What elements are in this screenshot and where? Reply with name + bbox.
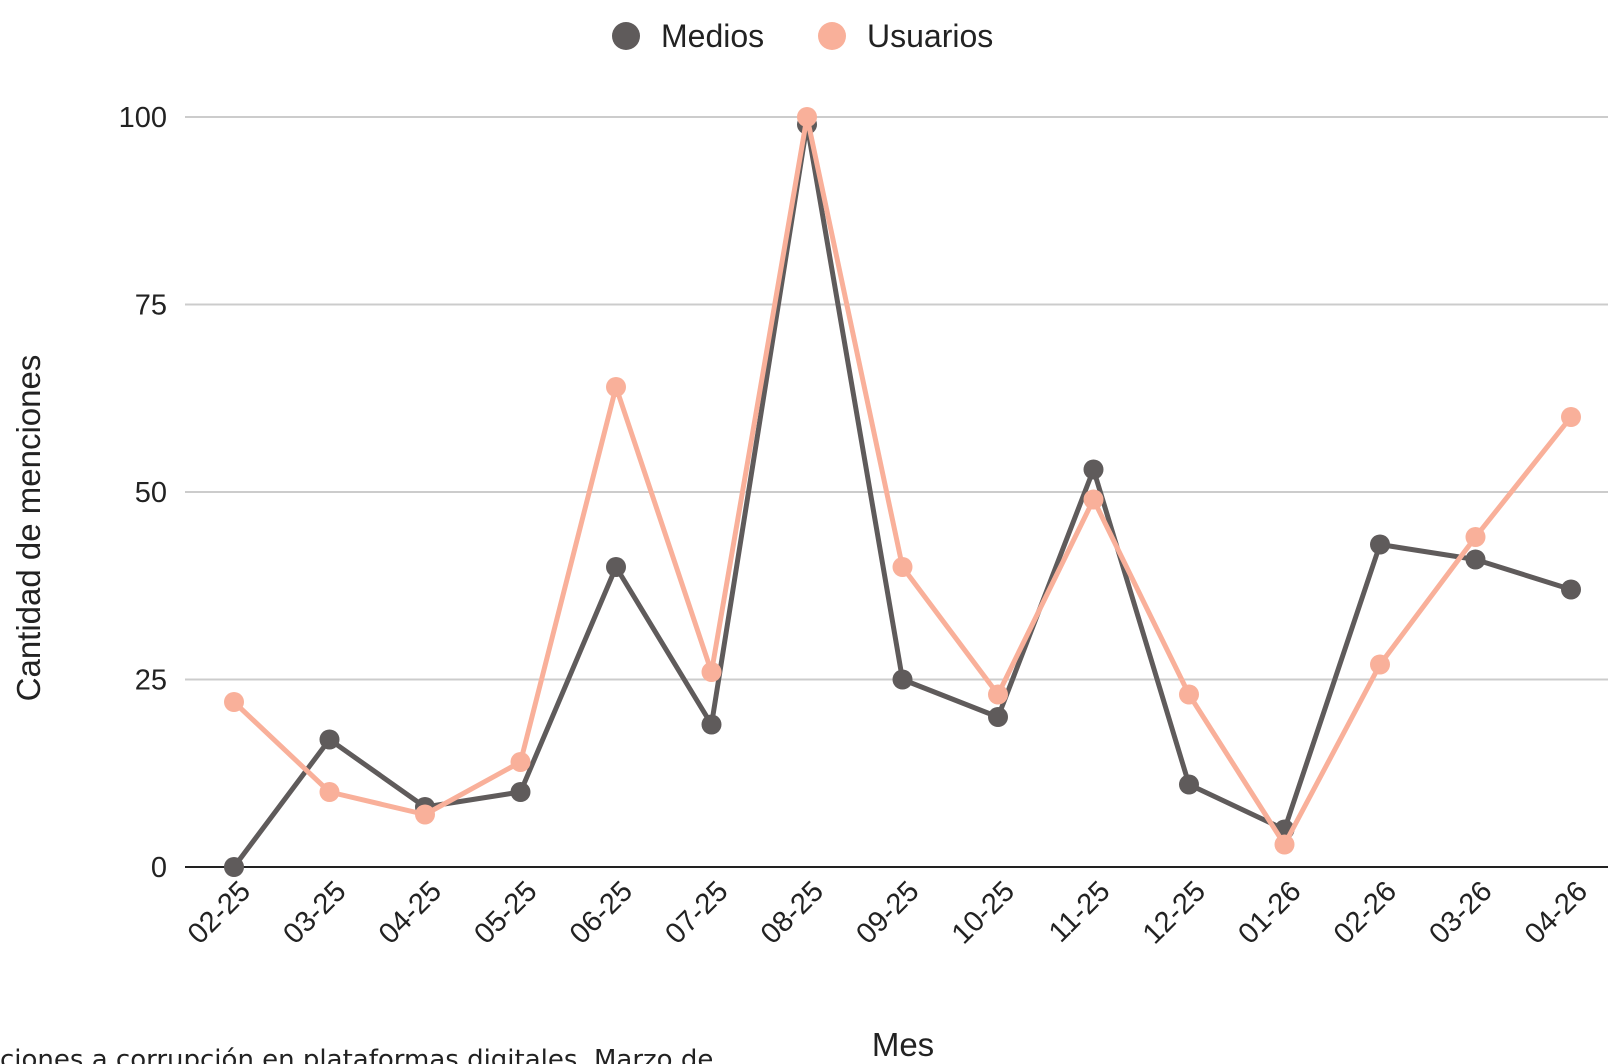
data-point-usuarios[interactable] [1179, 684, 1199, 705]
data-point-medios[interactable] [224, 857, 244, 877]
y-tick-label: 50 [135, 477, 167, 509]
data-point-medios[interactable] [606, 557, 626, 577]
data-point-medios[interactable] [510, 782, 531, 802]
data-point-medios[interactable] [1465, 549, 1486, 570]
data-point-usuarios[interactable] [797, 107, 817, 127]
series-lines [224, 107, 1581, 877]
x-tick-label: 04-25 [373, 875, 448, 950]
data-point-medios[interactable] [1083, 459, 1104, 480]
y-axis-ticks: 0 25 50 75 100 [119, 102, 167, 884]
legend-label-usuarios: Usuarios [867, 18, 993, 54]
y-tick-label: 0 [151, 852, 167, 884]
data-point-medios[interactable] [319, 729, 340, 750]
x-tick-label: 11-25 [1043, 875, 1117, 949]
data-point-medios[interactable] [701, 714, 722, 735]
gridlines [185, 116, 1608, 681]
x-tick-label: 03-25 [277, 875, 352, 950]
data-point-usuarios[interactable] [1370, 654, 1390, 675]
series-line-medios [231, 122, 1574, 870]
data-point-medios[interactable] [1561, 579, 1581, 600]
x-tick-label: 05-25 [468, 875, 543, 950]
data-point-medios[interactable] [1370, 534, 1390, 555]
data-point-usuarios[interactable] [415, 804, 435, 825]
data-point-usuarios[interactable] [1274, 834, 1295, 855]
data-point-usuarios[interactable] [319, 782, 340, 802]
x-tick-label: 10-25 [946, 875, 1021, 950]
x-axis-ticks: 02-25 03-25 04-25 05-25 06-25 07-25 08-25 09-25… [182, 875, 1594, 950]
y-tick-label: 75 [135, 290, 167, 322]
legend-marker-medios [612, 22, 640, 50]
series-line-usuarios [231, 114, 1574, 847]
data-point-usuarios[interactable] [1083, 489, 1104, 510]
data-point-usuarios[interactable] [701, 662, 722, 682]
data-point-usuarios[interactable] [510, 752, 531, 772]
x-tick-label: 07-25 [659, 875, 734, 950]
y-axis-title: Cantidad de menciones [10, 355, 47, 702]
legend-label-medios: Medios [661, 18, 764, 54]
y-tick-label: 25 [135, 665, 167, 697]
x-tick-label: 01-26 [1232, 875, 1307, 950]
data-point-usuarios[interactable] [892, 557, 913, 577]
y-tick-label: 100 [119, 102, 167, 134]
x-tick-label: 03-26 [1423, 875, 1498, 950]
data-point-medios[interactable] [1179, 774, 1199, 795]
x-axis-title: Mes [872, 1026, 934, 1062]
x-tick-label: 08-25 [755, 875, 830, 950]
x-tick-label: 02-25 [182, 875, 257, 950]
data-point-usuarios[interactable] [988, 684, 1008, 705]
data-point-medios[interactable] [988, 707, 1008, 727]
legend-item-usuarios[interactable]: Usuarios [818, 18, 993, 54]
x-tick-label: 06-25 [564, 875, 639, 950]
caption-text: ciones a corrupción en plataformas digit… [0, 1045, 714, 1064]
legend-item-medios[interactable]: Medios [612, 18, 764, 54]
series-medios [224, 114, 1581, 877]
series-usuarios [224, 107, 1581, 855]
legend-marker-usuarios [818, 22, 846, 50]
data-point-usuarios[interactable] [1465, 527, 1486, 547]
x-tick-label: 12-25 [1137, 875, 1212, 950]
data-point-usuarios[interactable] [606, 377, 626, 397]
x-tick-label: 02-26 [1328, 875, 1403, 950]
data-point-usuarios[interactable] [224, 692, 244, 712]
x-tick-label: 09-25 [850, 875, 925, 950]
legend: Medios Usuarios [612, 18, 993, 54]
data-point-usuarios[interactable] [1561, 407, 1581, 427]
x-tick-label: 04-26 [1519, 875, 1594, 950]
data-point-medios[interactable] [892, 669, 913, 690]
